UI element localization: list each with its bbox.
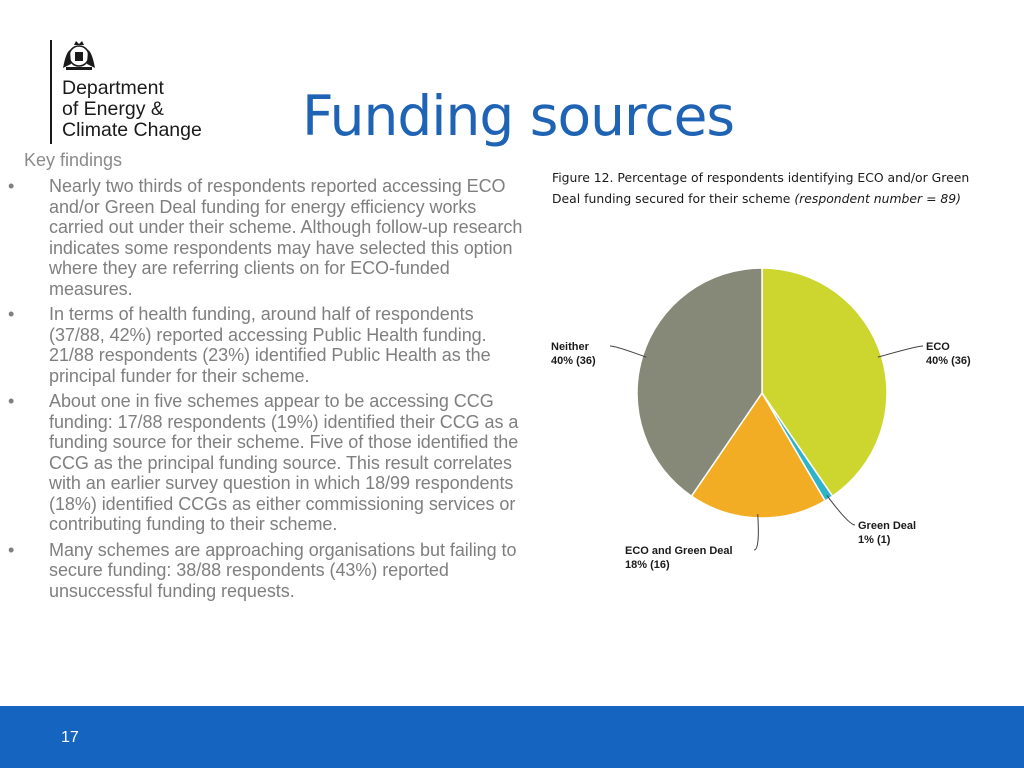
finding-text: Nearly two thirds of respondents reporte… — [49, 176, 523, 299]
bullet-icon: • — [8, 539, 15, 560]
page-number: 17 — [61, 729, 79, 746]
logo-divider — [50, 40, 52, 144]
findings-list: • Nearly two thirds of respondents report… — [8, 176, 528, 606]
bullet-icon: • — [8, 391, 15, 411]
finding-text: Many schemes are approaching organisatio… — [49, 539, 517, 601]
leader-line — [609, 345, 647, 358]
footer-bar: 17 — [0, 706, 1024, 768]
finding-item: • Many schemes are approaching organisati… — [8, 540, 528, 602]
finding-item: • In terms of health funding, around half… — [8, 304, 528, 386]
bullet-icon: • — [8, 176, 15, 196]
finding-text: About one in five schemes appear to be a… — [49, 391, 519, 534]
logo-wordmark: Department of Energy & Climate Change — [62, 78, 202, 141]
leader-line — [826, 495, 856, 526]
finding-item: • Nearly two thirds of respondents report… — [8, 176, 528, 299]
figure-caption: Figure 12. Percentage of respondents ide… — [552, 168, 982, 209]
finding-item: • About one in five schemes appear to be … — [8, 391, 528, 535]
slice-label: ECO and Green Deal — [625, 545, 733, 557]
royal-crest-icon — [63, 41, 95, 70]
slice-value-label: 40% (36) — [551, 355, 596, 367]
slice-value-label: 40% (36) — [926, 355, 971, 367]
bullet-icon: • — [8, 304, 15, 324]
funding-pie-chart: ECO 40% (36) Green Deal 1% (1) ECO and Green… — [551, 267, 971, 571]
slice-label: Green Deal — [858, 520, 916, 532]
slice-value-label: 1% (1) — [858, 534, 891, 546]
slice-label: Neither — [551, 341, 590, 353]
department-logo: Department of Energy & Climate Change — [50, 38, 220, 148]
slice-label: ECO — [926, 341, 950, 353]
logo-line-3: Climate Change — [62, 119, 202, 141]
leader-line — [753, 514, 759, 551]
finding-text: In terms of health funding, around half … — [49, 304, 491, 386]
logo-line-2: of Energy & — [62, 98, 164, 120]
caption-text: Figure 12. Percentage of respondents ide… — [552, 170, 970, 206]
leader-line — [877, 345, 924, 358]
slice-value-label: 18% (16) — [625, 559, 670, 571]
page-title: Funding sources — [302, 84, 735, 148]
key-findings-heading: Key findings — [24, 150, 123, 170]
logo-line-1: Department — [62, 77, 164, 99]
caption-note: (respondent number = 89) — [794, 190, 961, 206]
